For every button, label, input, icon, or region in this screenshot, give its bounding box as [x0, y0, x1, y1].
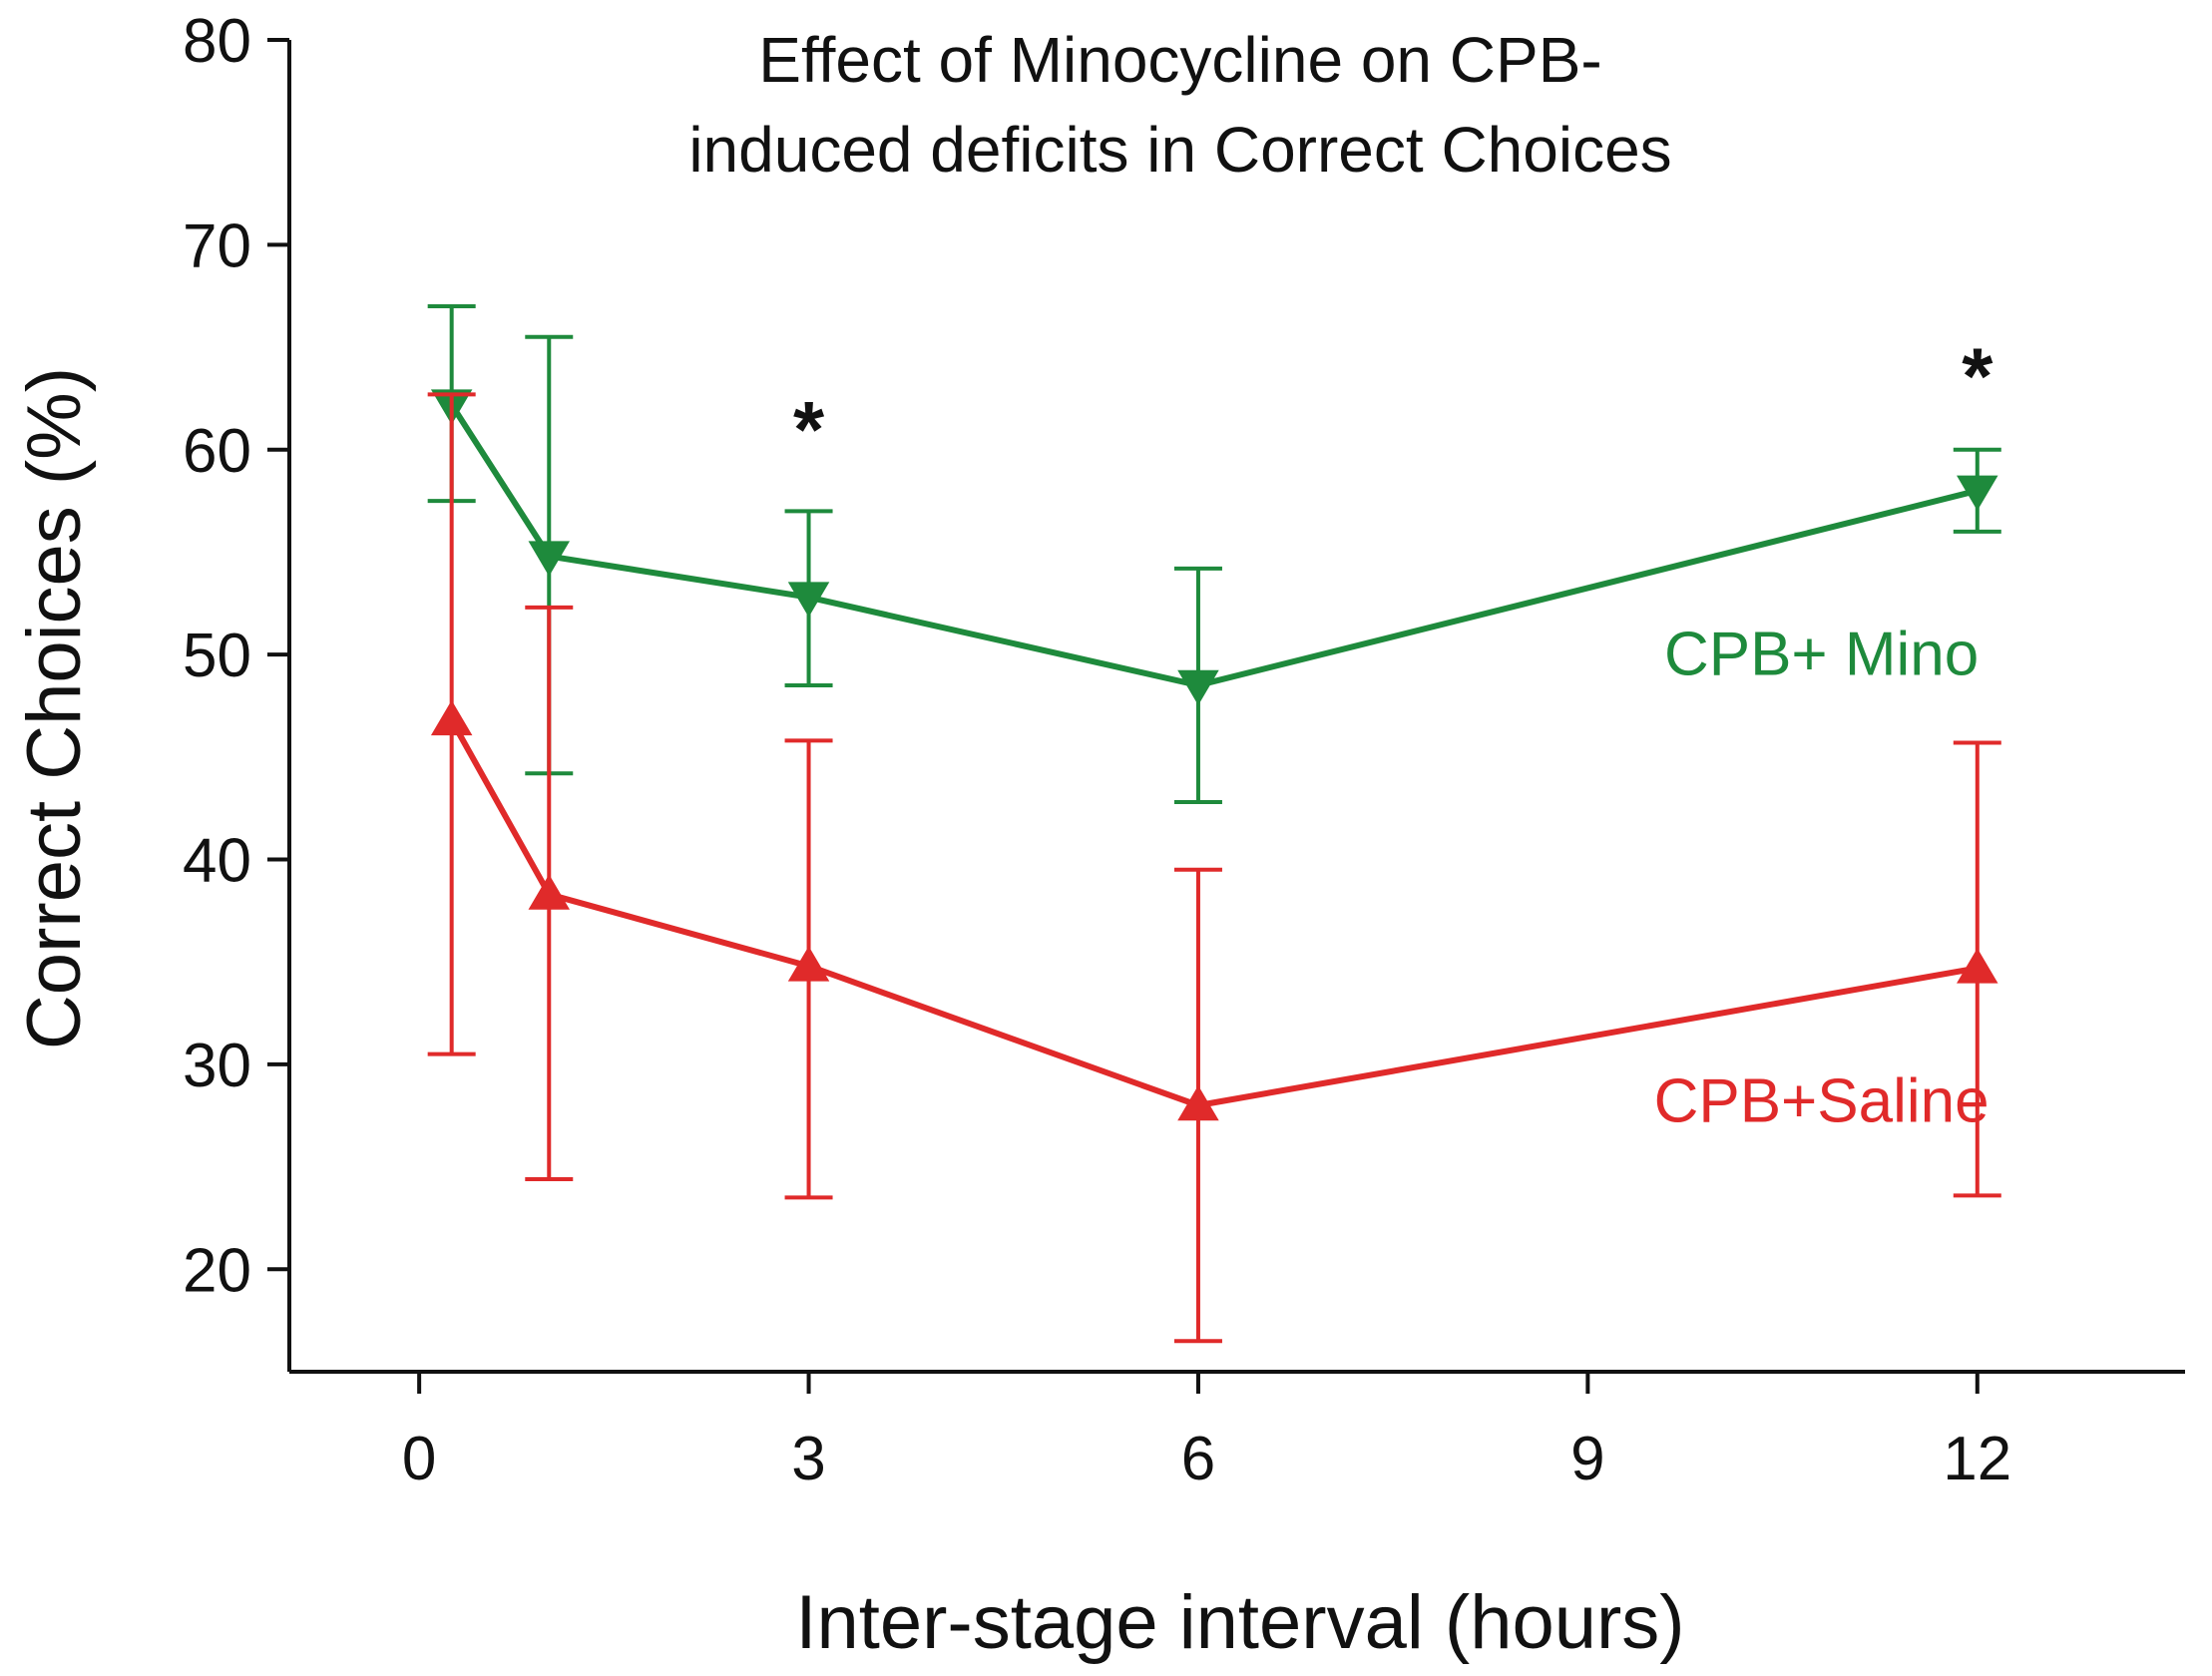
y-tick-label: 40	[183, 827, 251, 896]
data-point-marker	[1177, 669, 1219, 705]
data-point-marker	[1957, 948, 1998, 984]
y-tick-label: 20	[183, 1236, 251, 1305]
series-line	[449, 718, 1979, 1108]
data-point-marker	[787, 582, 830, 618]
x-tick-label: 6	[1181, 1425, 1215, 1493]
y-axis-title: Correct Choices (%)	[12, 367, 97, 1049]
data-point-marker	[430, 699, 473, 736]
series-label-cpb-saline: CPB+Saline	[1654, 1066, 1990, 1135]
series-label-cpb-mino: CPB+ Mino	[1664, 621, 1979, 689]
y-tick-label: 30	[183, 1032, 251, 1100]
x-ticks: 0 3 6 9 12	[402, 1372, 2011, 1493]
series-group	[427, 304, 2001, 1344]
data-point-marker	[528, 874, 571, 910]
x-tick-label: 9	[1570, 1425, 1604, 1493]
series-cpb-saline	[427, 392, 2001, 1344]
y-tick-label: 50	[183, 622, 251, 690]
x-tick-label: 3	[791, 1425, 825, 1493]
x-axis-title: Inter-stage interval (hours)	[795, 1580, 1684, 1665]
annotations: **	[793, 332, 1993, 474]
x-tick-label: 0	[402, 1425, 436, 1493]
significance-asterisk: *	[793, 385, 825, 474]
data-point-marker	[1957, 475, 1998, 511]
series-cpb-mino	[427, 304, 2001, 805]
x-tick-label: 12	[1943, 1425, 2011, 1493]
significance-asterisk: *	[1962, 332, 1993, 421]
chart-title-line-2: induced deficits in Correct Choices	[688, 114, 1671, 186]
y-tick-label: 70	[183, 211, 251, 280]
y-tick-label: 80	[183, 7, 251, 76]
chart-title-group: Effect of Minocycline on CPB- induced de…	[688, 24, 1671, 186]
series-labels: CPB+ Mino CPB+Saline	[1654, 621, 1990, 1136]
chart-title-line-1: Effect of Minocycline on CPB-	[758, 24, 1601, 96]
data-point-marker	[787, 946, 830, 982]
data-point-marker	[1177, 1084, 1219, 1121]
data-point-marker	[528, 541, 571, 577]
axes	[287, 40, 2185, 1374]
y-ticks: 20 30 40 50 60 70 80	[183, 7, 289, 1305]
y-tick-label: 60	[183, 417, 251, 486]
